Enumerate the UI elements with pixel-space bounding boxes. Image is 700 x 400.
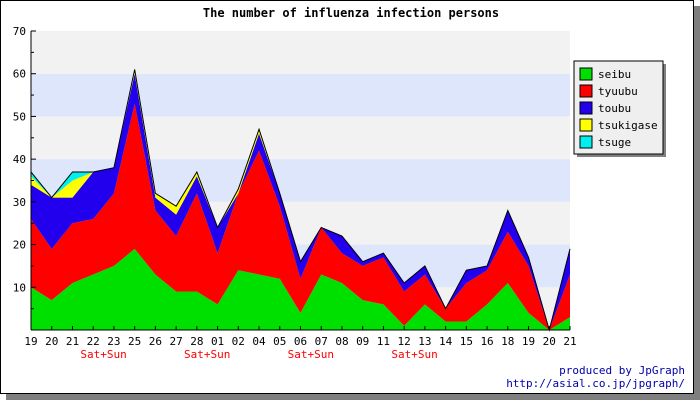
x-tick-label: 01	[211, 335, 224, 348]
x-tick-label: 14	[439, 335, 453, 348]
x-tick-label: 23	[107, 335, 120, 348]
y-tick-labels: 10 20 30 40 50 60 70	[13, 25, 26, 294]
legend-swatch-seibu	[579, 67, 593, 81]
x-tick-label: 19	[24, 335, 37, 348]
y-tick-label: 70	[13, 25, 26, 38]
grid-band	[31, 31, 570, 74]
grid-band	[31, 116, 570, 160]
x-tick-label: 09	[356, 335, 369, 348]
weekend-label: Sat+Sun	[184, 348, 230, 361]
chart-title: The number of influenza infection person…	[203, 6, 499, 20]
legend-swatch-tsukigase	[579, 118, 593, 132]
x-tick-label: 05	[273, 335, 286, 348]
x-tick-label: 15	[460, 335, 473, 348]
legend-label-tyuubu: tyuubu	[598, 85, 638, 98]
x-tick-label: 07	[315, 335, 328, 348]
x-tick-label: 18	[501, 335, 514, 348]
x-tick-label: 04	[252, 335, 266, 348]
legend: seibu tyuubu toubu tsukigase tsuge	[573, 60, 666, 157]
legend-swatch-toubu	[579, 101, 593, 115]
x-tick-label: 19	[522, 335, 535, 348]
legend-label-toubu: toubu	[598, 102, 631, 115]
total-outline	[30, 69, 571, 332]
x-tick-label: 26	[149, 335, 162, 348]
x-tick-label: 20	[45, 335, 58, 348]
x-tick-label: 20	[543, 335, 556, 348]
legend-swatch-tyuubu	[579, 84, 593, 98]
x-tick-label: 16	[480, 335, 493, 348]
legend-label-seibu: seibu	[598, 68, 631, 81]
x-tick-label: 21	[66, 335, 79, 348]
y-tick-label: 30	[13, 196, 26, 209]
weekend-label: Sat+Sun	[80, 348, 126, 361]
legend-swatch-tsuge	[579, 135, 593, 149]
axes	[30, 30, 571, 331]
x-tick-label: 27	[169, 335, 182, 348]
x-tick-label: 08	[335, 335, 348, 348]
grid-band	[31, 73, 570, 117]
credit-line-2[interactable]: http://asial.co.jp/jpgraph/	[506, 377, 685, 390]
x-tick-label: 28	[190, 335, 203, 348]
chart-frame: 19 20 21 22 23 25 26 27 28 01 02 04 05 06 07 08 09 11 12 13…	[0, 0, 694, 394]
y-tick-label: 40	[13, 153, 26, 166]
x-tick-labels: 19 20 21 22 23 25 26 27 28 01 02 04 05 06 07 08 09 11 12 13…	[24, 335, 576, 361]
y-tick-label: 50	[13, 110, 26, 123]
x-tick-label: 11	[377, 335, 390, 348]
weekend-label: Sat+Sun	[391, 348, 437, 361]
credit-line-1: produced by JpGraph	[559, 364, 685, 377]
x-tick-label: 22	[87, 335, 100, 348]
legend-label-tsukigase: tsukigase	[598, 119, 658, 132]
area-series	[30, 69, 571, 332]
x-tick-label: 02	[232, 335, 245, 348]
legend-label-tsuge: tsuge	[598, 136, 631, 149]
series-area-seibu	[31, 248, 570, 330]
y-tick-label: 20	[13, 239, 26, 252]
x-tick-label: 25	[128, 335, 141, 348]
influenza-area-chart: 19 20 21 22 23 25 26 27 28 01 02 04 05 06 07 08 09 11 12 13…	[13, 6, 666, 361]
x-tick-label: 21	[563, 335, 576, 348]
x-tick-label: 12	[398, 335, 411, 348]
y-tick-label: 10	[13, 281, 26, 294]
y-tick-label: 60	[13, 68, 26, 81]
x-tick-label: 06	[294, 335, 307, 348]
weekend-label: Sat+Sun	[288, 348, 334, 361]
series-area-toubu	[31, 73, 570, 330]
x-tick-label: 13	[418, 335, 431, 348]
series-area-tyuubu	[31, 103, 570, 330]
